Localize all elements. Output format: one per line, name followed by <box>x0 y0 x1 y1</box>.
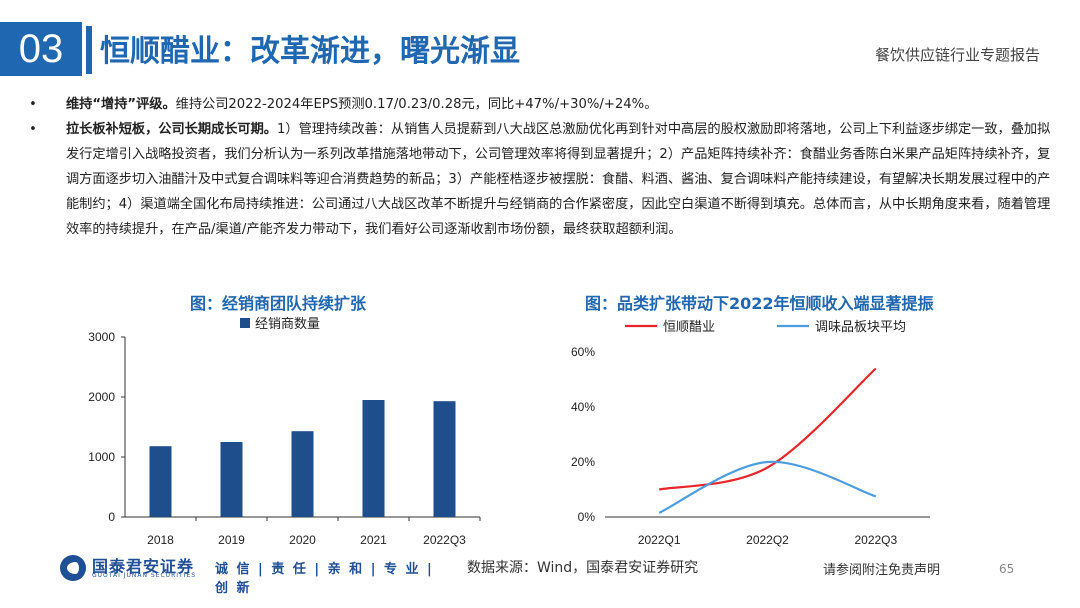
page-number: 65 <box>999 562 1015 576</box>
x-tick-label: 2022Q1 <box>638 533 681 547</box>
data-source: 数据来源：Wind，国泰君安证券研究 <box>467 560 699 576</box>
bullet-list: • 维持“增持”评级。维持公司2022-2024年EPS预测0.17/0.23/… <box>28 92 1058 242</box>
x-tick-label: 2022Q2 <box>746 533 789 547</box>
revenue-line-chart: 0% 20% 40% 60% 2022Q1 2022Q2 2022Q3 恒顺醋业 调味品板块平均 <box>571 319 930 547</box>
logo-slogan: 诚 信 | 责 任 | 亲 和 | 专 业 | 创 新 <box>215 562 434 596</box>
x-tick-label: 2022Q3 <box>423 533 466 547</box>
x-tick-label: 2018 <box>147 533 174 547</box>
bar <box>362 400 385 517</box>
y-tick-label: 60% <box>571 345 595 359</box>
bullet-text: 1）管理持续改善：从销售人员提薪到八大战区总激励优化再到针对中高层的股权激励即将… <box>66 122 1051 237</box>
bullet-item-rating: • 维持“增持”评级。维持公司2022-2024年EPS预测0.17/0.23/… <box>28 92 1058 117</box>
bullet-text: 维持公司2022-2024年EPS预测0.17/0.23/0.28元，同比+47… <box>175 97 658 112</box>
logo-company-en: GUOTAI JUNAN SECURITIES <box>92 572 197 579</box>
logo-icon <box>60 555 86 581</box>
y-tick-label: 1000 <box>88 450 115 464</box>
chart-title-dealers: 图：经销商团队持续扩张 <box>190 294 367 313</box>
bullet-lead: 拉长板补短板，公司长期成长可期。 <box>66 122 277 137</box>
bullet-dot-icon: • <box>29 97 37 112</box>
bullet-lead: 维持“增持”评级。 <box>66 97 176 112</box>
x-tick-label: 2021 <box>360 533 387 547</box>
y-tick-label: 2000 <box>88 390 115 404</box>
section-number: 03 <box>0 22 82 76</box>
x-tick-label: 2020 <box>289 533 316 547</box>
logo-company-name: 国泰君安证券 <box>92 557 195 576</box>
series-line <box>658 367 877 491</box>
legend-swatch <box>240 318 250 328</box>
y-tick-label: 20% <box>571 455 595 469</box>
bullet-item-growth: • 拉长板补短板，公司长期成长可期。1）管理持续改善：从销售人员提薪到八大战区总… <box>28 117 1058 242</box>
y-tick-label: 0% <box>578 510 596 524</box>
series-line <box>658 460 877 514</box>
y-tick-label: 0 <box>108 510 115 524</box>
legend-label: 经销商数量 <box>255 316 320 331</box>
chart-title-revenue: 图：品类扩张带动下2022年恒顺收入端显著提振 <box>585 294 934 313</box>
bullet-dot-icon: • <box>29 122 37 137</box>
bar <box>220 442 243 517</box>
bar <box>433 401 456 517</box>
x-tick-label: 2022Q3 <box>854 533 897 547</box>
company-logo: 国泰君安证券 GUOTAI JUNAN SECURITIES 诚 信 | 责 任… <box>60 553 440 596</box>
bar <box>149 446 172 517</box>
report-name: 餐饮供应链行业专题报告 <box>874 46 1040 64</box>
y-tick-label: 3000 <box>88 330 115 344</box>
dealer-bar-chart: 0 1000 2000 3000 2018 2019 2020 2021 2022Q3 经销商数量 <box>88 316 481 547</box>
y-tick-label: 40% <box>571 400 595 414</box>
legend-label: 恒顺醋业 <box>663 319 715 334</box>
page-title: 恒顺醋业：改革渐进，曙光渐显 <box>100 34 520 69</box>
title-accent-bar <box>86 26 92 74</box>
x-tick-label: 2019 <box>218 533 245 547</box>
bar <box>291 431 314 517</box>
disclaimer-link[interactable]: 请参阅附注免责声明 <box>823 563 941 578</box>
legend-label: 调味品板块平均 <box>815 319 906 334</box>
